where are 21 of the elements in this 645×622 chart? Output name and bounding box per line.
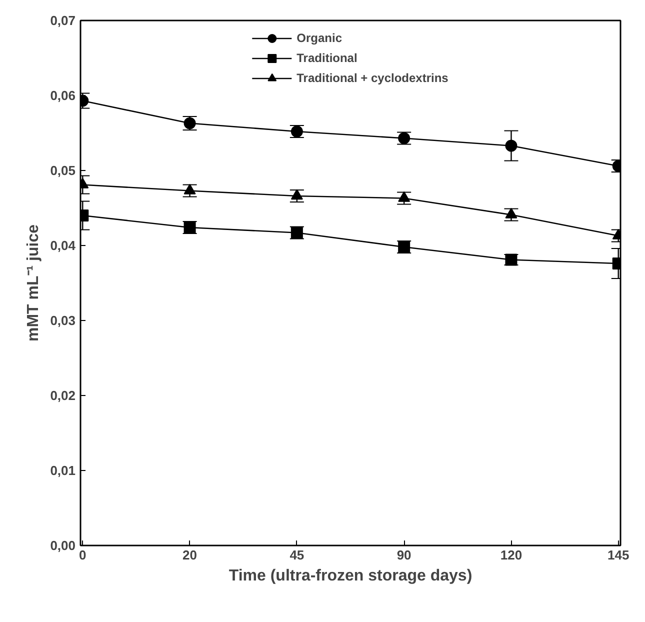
x-tick-label: 145 bbox=[608, 548, 630, 562]
point bbox=[505, 140, 518, 152]
y-tick-label: 0,00 bbox=[50, 538, 76, 553]
x-tick-label: 20 bbox=[182, 548, 198, 562]
x-tick-label: 0 bbox=[79, 548, 86, 562]
x-tick-label: 90 bbox=[396, 548, 412, 562]
y-tick-label: 0,01 bbox=[50, 463, 76, 478]
legend-label: Traditional bbox=[296, 51, 358, 65]
y-tick-label: 0,04 bbox=[50, 238, 76, 253]
x-tick-label: 45 bbox=[290, 548, 304, 562]
legend-label: Organic bbox=[296, 31, 342, 45]
legend-label: Traditional + cyclodextrins bbox=[296, 71, 448, 85]
x-axis-title: Time (ultra-frozen storage days) bbox=[228, 568, 472, 584]
x-tick-label: 120 bbox=[500, 548, 522, 562]
y-tick-label: 0,05 bbox=[50, 163, 76, 178]
y-axis-title: mMT mL⁻¹ juice bbox=[25, 224, 42, 342]
y-tick-label: 0,03 bbox=[50, 313, 76, 328]
point bbox=[290, 189, 303, 200]
y-tick-label: 0,06 bbox=[50, 88, 76, 103]
y-tick-label: 0,02 bbox=[50, 388, 76, 403]
y-tick-label: 0,07 bbox=[50, 13, 76, 28]
